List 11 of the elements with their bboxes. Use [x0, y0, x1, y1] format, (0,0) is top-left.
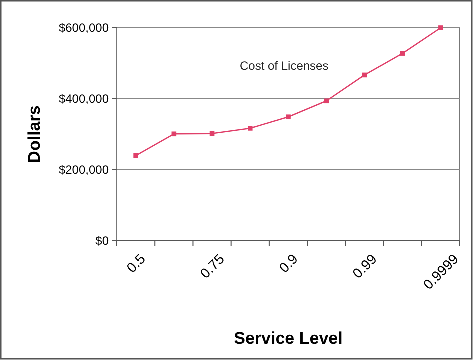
x-tick-label: 0.99: [349, 250, 380, 282]
y-axis-title: Dollars: [25, 106, 44, 164]
point: [438, 26, 444, 30]
y-tick-label: $400,000: [58, 92, 110, 106]
x-tick-label: 0.9: [276, 250, 302, 276]
y-tick-label: $600,000: [58, 21, 110, 36]
y-tick-label: $0: [96, 234, 110, 248]
y-tick-label: $200,000: [58, 163, 110, 178]
x-tick-label: 0.5: [123, 250, 149, 276]
series-label: Cost of Licenses: [240, 59, 329, 73]
x-axis-title: Service Level: [234, 329, 343, 348]
